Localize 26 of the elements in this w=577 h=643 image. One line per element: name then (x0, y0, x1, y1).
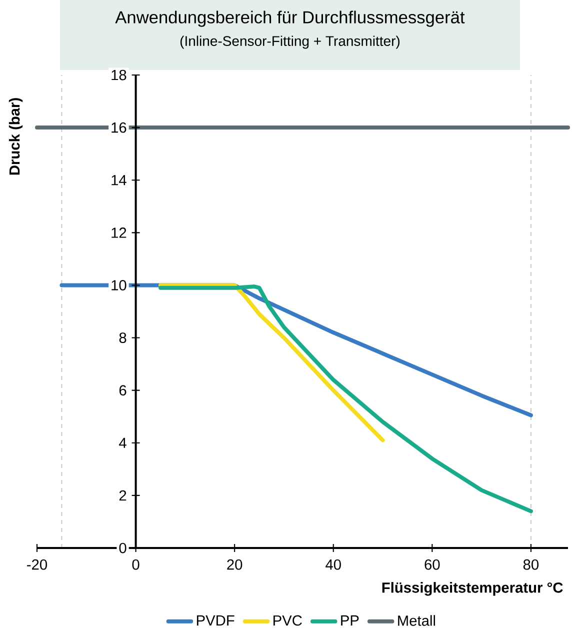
x-tick-label: 40 (326, 559, 341, 570)
legend-label: PVC (274, 615, 302, 626)
y-tick-label: 4 (119, 438, 126, 448)
x-tick-label: 20 (227, 559, 242, 570)
chart-subtitle: (Inline-Sensor-Fitting + Transmitter) (180, 36, 400, 49)
y-tick-label: 0 (119, 542, 126, 554)
line-series (158, 284, 533, 514)
chart-title: Anwendungsbereich für Durchflussmessgerät (115, 10, 465, 27)
y-tick-label: 2 (119, 490, 126, 501)
y-axis-title: Druck (bar) (8, 98, 23, 175)
y-tick-label: 16 (112, 122, 126, 133)
x-tick-label: 60 (424, 559, 440, 570)
line-series (158, 283, 385, 442)
x-tick-label: 80 (523, 559, 539, 570)
y-tick-label: 6 (119, 385, 126, 396)
legend-label: Metall (398, 615, 436, 626)
y-tick-label: 14 (112, 175, 126, 186)
x-tick-label: -20 (27, 559, 48, 570)
y-tick-label: 12 (112, 228, 126, 238)
x-tick-label: 0 (132, 559, 140, 570)
y-tick-label: 8 (119, 332, 126, 343)
y-tick-label: 18 (112, 70, 126, 80)
x-axis-title: Flüssigkeitstemperatur °C (382, 582, 563, 596)
legend-label: PP (341, 615, 359, 626)
y-tick-label: 10 (112, 280, 126, 290)
legend-label: PVDF (196, 615, 234, 626)
